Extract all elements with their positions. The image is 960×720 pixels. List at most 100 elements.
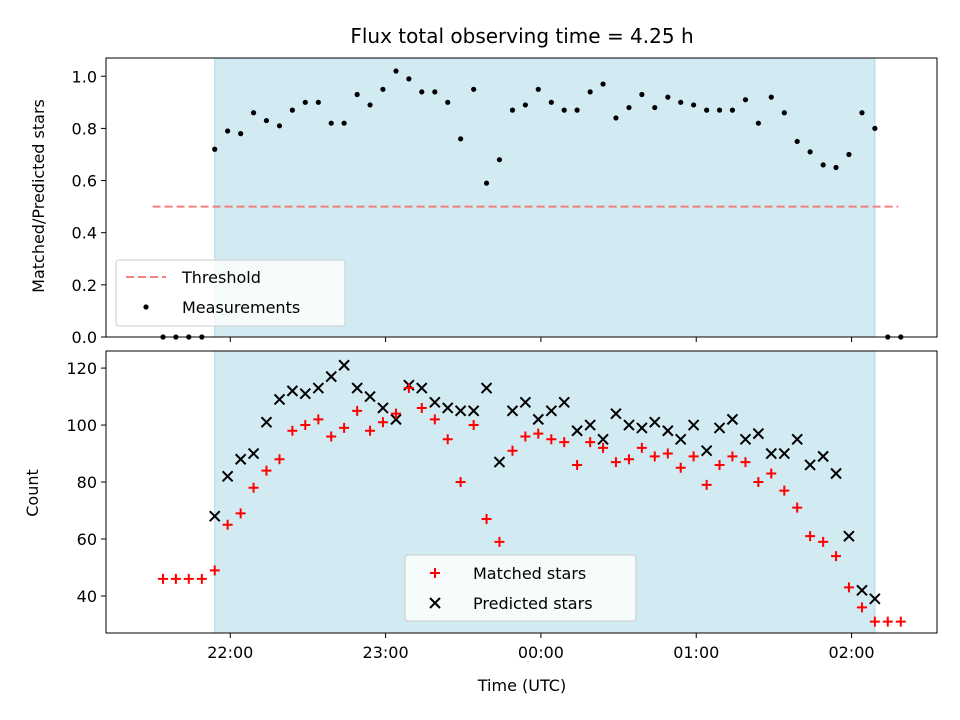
matched-star-point [261,465,272,476]
matched-star-point [300,420,311,431]
predicted-star-point [209,510,221,522]
matched-star-point [688,451,699,462]
matched-star-point [481,514,492,525]
matched-star-point [856,602,867,613]
predicted-star-point [338,359,350,371]
predicted-star-point [390,413,402,426]
legend-predicted-label: Predicted stars [473,594,593,613]
predicted-star-point [493,456,506,468]
predicted-star-point [597,433,609,446]
predicted-star-point [791,433,803,446]
predicted-star-point [830,467,842,480]
matched-star-point [377,417,388,428]
predicted-star-point [610,407,622,420]
bottom-legend: Matched stars Predicted stars [404,554,637,622]
predicted-star-point [467,405,480,417]
measurement-point [302,99,308,105]
matched-star-point [727,451,738,462]
matched-star-point [598,442,609,453]
x-tick-label: 01:00 [673,643,719,662]
matched-star-point [520,431,531,442]
predicted-star-point [454,405,467,417]
measurement-point [289,107,295,113]
predicted-star-point [247,447,260,460]
measurement-point [238,131,244,137]
predicted-star-point [312,382,325,394]
predicted-star-point [675,433,687,446]
predicted-star-point [364,390,376,403]
measurement-point [496,157,503,163]
y-tick-label: 120 [66,359,97,378]
matched-star-point [352,405,363,416]
matched-star-point [610,457,621,468]
matched-star-point [507,445,518,456]
top-ylabel: Matched/Predicted stars [29,99,48,293]
measurement-point [276,123,283,129]
matched-star-point [183,573,194,584]
measurement-point [315,99,321,105]
matched-star-point [675,462,686,473]
matched-star-point [559,437,570,448]
measurement-point [509,107,516,113]
measurement-point [548,99,554,105]
measurement-point [341,120,347,126]
matched-star-point [403,383,414,394]
measurement-point [872,125,878,132]
predicted-star-point [662,425,674,437]
matched-star-point [455,477,466,488]
matched-star-point [546,434,557,445]
measurement-point [367,102,373,108]
predicted-star-point [221,470,234,483]
matched-star-point [701,479,712,490]
measurement-point [483,180,490,186]
x-tick-label: 22:00 [207,643,253,662]
predicted-star-point [700,444,713,457]
predicted-star-point [351,382,363,394]
predicted-star-point [273,393,286,406]
matched-star-point [339,422,350,433]
y-tick-label: 0.6 [72,172,97,191]
measurement-point [691,102,697,108]
bottom-legend-box [404,554,637,622]
predicted-star-point [299,388,311,400]
predicted-star-point [519,396,532,408]
measurement-point [768,94,774,100]
predicted-star-point [843,530,855,542]
measurement-point [393,68,399,74]
predicted-star-point [571,425,583,437]
matched-star-point [235,508,246,519]
predicted-star-point [260,416,273,428]
predicted-star-point [778,447,791,460]
measurement-point [328,120,334,126]
y-tick-label: 100 [66,416,97,435]
matched-star-point [430,568,440,578]
measurement-point [354,91,360,98]
measurement-point [212,146,218,152]
predicted-star-point [804,459,816,471]
matched-star-point [623,454,634,465]
measurement-point [678,99,684,105]
predicted-star-point [325,370,337,383]
measurement-point [639,91,645,98]
measurement-point [833,164,839,171]
predicted-star-point [429,597,441,609]
legend-matched-label: Matched stars [473,564,586,583]
bottom-xlabel: Time (UTC) [477,676,566,695]
predicted-star-point [726,413,739,426]
predicted-star-point [545,405,558,417]
matched-star-point [714,459,725,470]
measurement-point [665,94,671,100]
measurement-point [820,162,826,168]
measurement-point [846,151,852,158]
measurement-point [807,149,813,155]
matched-star-point [662,448,673,459]
measurement-point [729,107,736,113]
matched-star-point [442,434,453,445]
matched-star-point [365,425,376,436]
measurement-point [755,120,761,126]
predicted-star-point [506,405,519,417]
measurement-point [432,89,438,95]
matched-star-point [429,414,440,425]
predicted-star-point [687,419,700,431]
